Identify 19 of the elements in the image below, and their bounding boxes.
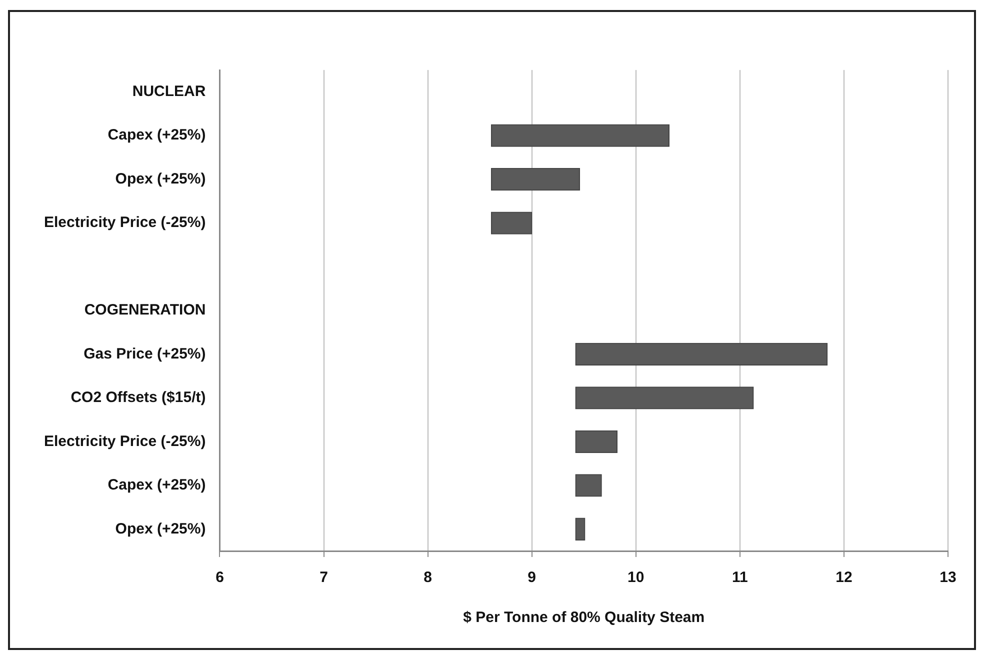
- y-tick-label: Capex (+25%): [108, 126, 206, 144]
- x-axis-title: $ Per Tonne of 80% Quality Steam: [463, 609, 705, 626]
- y-tick-label: NUCLEAR: [132, 83, 206, 100]
- x-tick-label: 7: [320, 569, 328, 586]
- y-tick-label: Capex (+25%): [108, 476, 206, 494]
- x-tick-label: 10: [628, 569, 644, 586]
- y-tick-label: Electricity Price (-25%): [44, 214, 206, 232]
- x-tick-label: 12: [836, 569, 852, 586]
- y-tick-label: Electricity Price (-25%): [44, 432, 206, 450]
- x-tick-label: 6: [216, 569, 224, 586]
- y-tick-label: COGENERATION: [84, 302, 206, 319]
- y-tick-label: CO2 Offsets ($15/t): [70, 389, 206, 406]
- x-tick-label: 11: [732, 569, 748, 586]
- y-tick-label: Opex (+25%): [115, 520, 206, 538]
- x-tick-label: 13: [940, 569, 956, 586]
- y-tick-label: Opex (+25%): [115, 170, 206, 188]
- y-tick-label: Gas Price (+25%): [84, 345, 206, 362]
- x-tick-label: 9: [528, 569, 536, 586]
- x-tick-label: 8: [424, 569, 432, 586]
